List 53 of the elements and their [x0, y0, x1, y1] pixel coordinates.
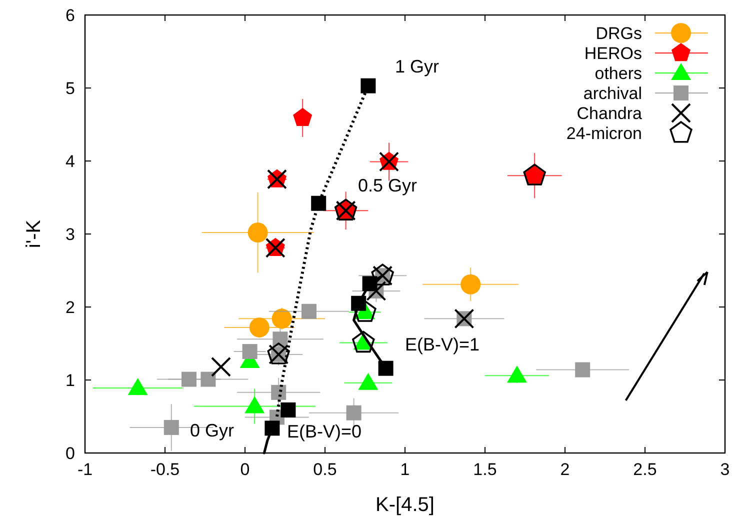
point: [249, 317, 270, 338]
legend-label: others: [594, 64, 642, 83]
point: [211, 356, 231, 377]
legend-label: Chandra: [576, 104, 643, 123]
x-tick-label: -0.5: [150, 460, 180, 479]
point: [358, 372, 378, 390]
x-tick-label: -1: [77, 460, 93, 479]
point: [164, 420, 179, 435]
y-tick-label: 4: [66, 152, 75, 171]
y-tick-label: 3: [66, 224, 75, 244]
annotation: 0 Gyr: [190, 420, 234, 440]
annotation: 1 Gyr: [395, 56, 440, 76]
y-tick-label: 2: [66, 298, 75, 317]
x-axis-title: K-[4.5]: [376, 494, 434, 516]
point: [264, 420, 280, 436]
point: [271, 384, 286, 400]
point: [575, 362, 590, 378]
annotation: E(B-V)=1: [405, 334, 480, 354]
y-axis-title: i'-K: [23, 219, 45, 248]
point: [272, 308, 292, 329]
x-tick-label: 0.5: [313, 460, 337, 479]
annotation: E(B-V)=0: [287, 421, 362, 442]
point: [200, 372, 216, 387]
point: [460, 274, 481, 294]
point: [378, 360, 394, 376]
y-tick-label: 5: [66, 78, 75, 98]
point: [280, 402, 296, 418]
y-tick-label: 1: [66, 370, 75, 390]
point: [507, 366, 527, 383]
x-tick-label: 1.5: [473, 460, 497, 479]
point: [182, 372, 196, 387]
x-tick-label: 2: [560, 460, 570, 479]
point: [128, 378, 148, 396]
point: [242, 344, 258, 360]
x-tick-label: 2.5: [633, 460, 657, 479]
point: [248, 222, 268, 243]
x-tick-label: 1: [400, 460, 410, 479]
point: [311, 196, 326, 211]
legend-label: DRGs: [596, 24, 642, 43]
point: [293, 108, 312, 126]
y-tick-label: 6: [66, 6, 75, 25]
legend-label: archival: [583, 84, 642, 103]
x-tick-label: 3: [720, 460, 730, 479]
point: [360, 78, 376, 94]
annotation: 0.5 Gyr: [358, 175, 418, 196]
point: [302, 304, 316, 319]
point: [272, 332, 288, 347]
legend-label: 24-micron: [566, 124, 642, 143]
point: [346, 405, 362, 420]
y-tick-label: 0: [66, 444, 75, 463]
legend-label: HEROs: [584, 44, 642, 63]
x-tick-label: 0: [240, 460, 250, 479]
point: [244, 396, 265, 414]
